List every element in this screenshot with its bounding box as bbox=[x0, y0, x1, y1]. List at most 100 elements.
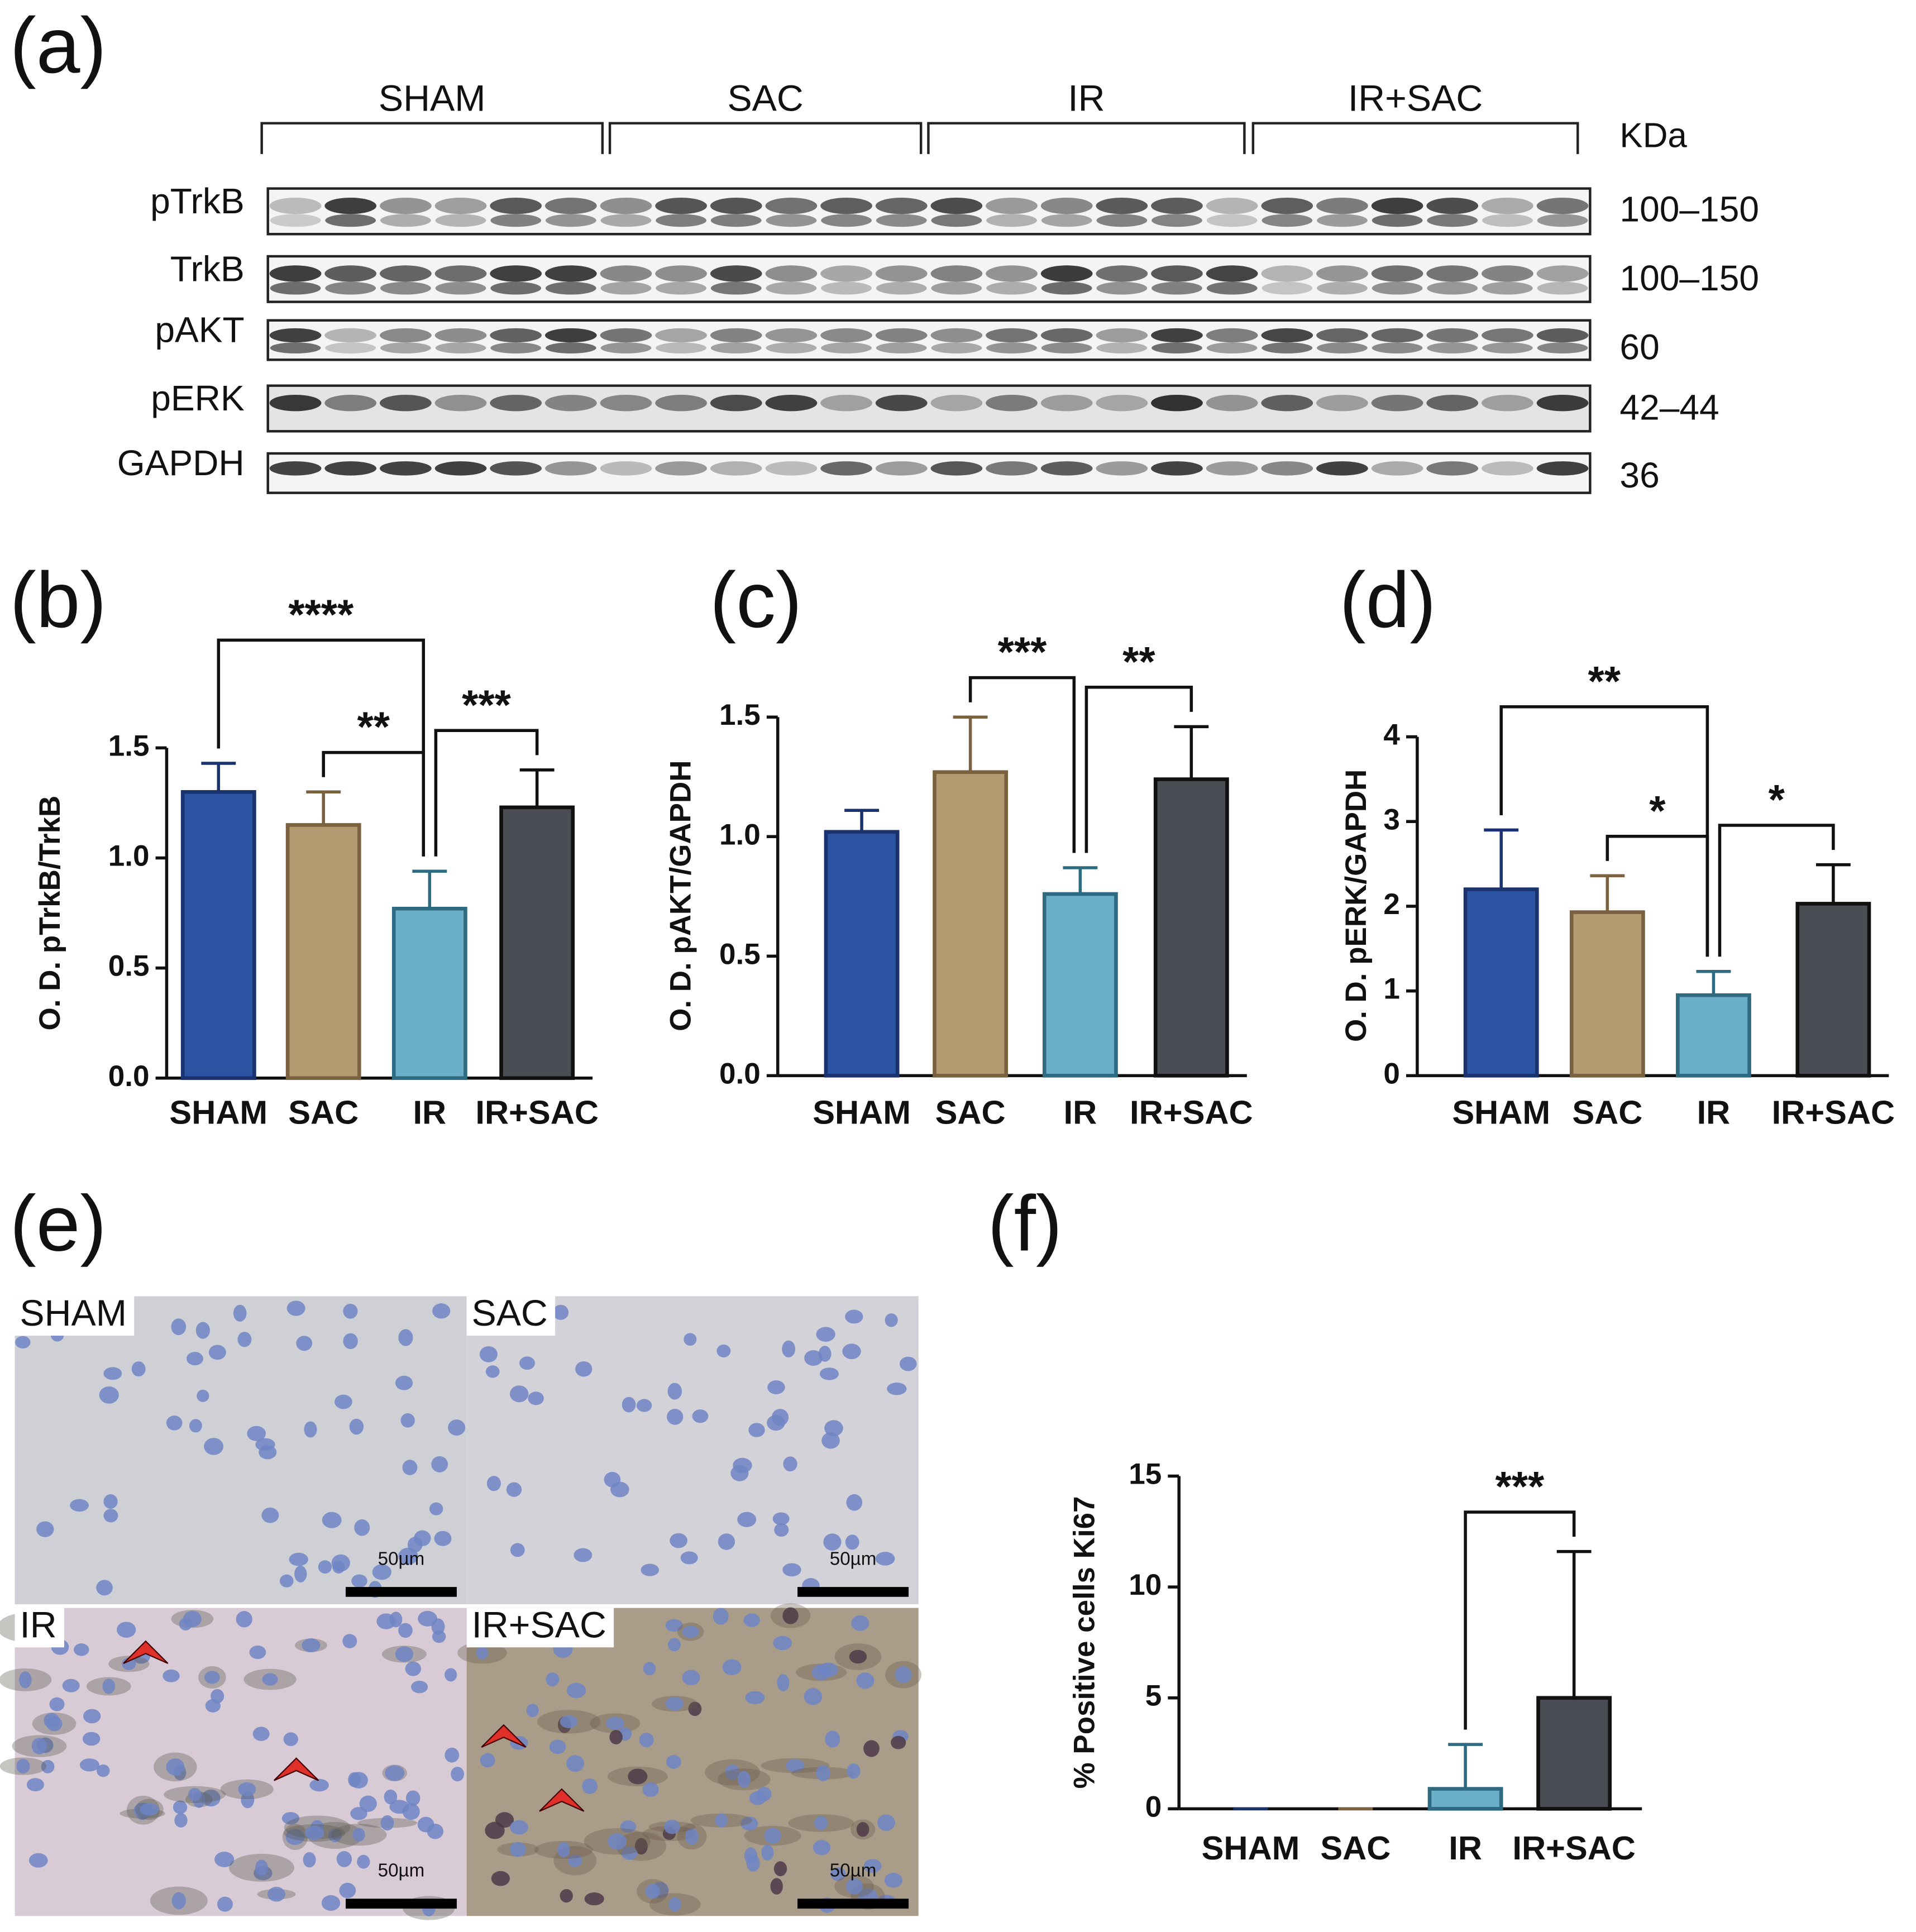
nucleus bbox=[402, 1460, 418, 1475]
significance-label: *** bbox=[462, 681, 512, 728]
blot-band bbox=[765, 328, 818, 343]
blot-band bbox=[544, 395, 597, 412]
blot-band bbox=[1372, 214, 1423, 227]
blot-band bbox=[820, 197, 872, 214]
nucleus bbox=[171, 1892, 186, 1910]
blot-band bbox=[710, 328, 762, 343]
blot-band bbox=[1536, 328, 1589, 343]
significance-bracket bbox=[217, 638, 426, 857]
y-tick-label: 10 bbox=[1129, 1568, 1162, 1601]
blot-band bbox=[820, 395, 872, 412]
error-bar bbox=[844, 809, 880, 832]
nucleus bbox=[509, 1385, 529, 1403]
y-axis-label: O. D. pAKT/GAPDH bbox=[664, 761, 697, 1031]
blot-band bbox=[931, 342, 982, 354]
group-bracket bbox=[608, 122, 923, 154]
blot-band bbox=[1536, 197, 1589, 214]
nucleus bbox=[208, 1345, 226, 1360]
blot-band bbox=[544, 197, 597, 214]
blot-band bbox=[986, 197, 1038, 214]
y-tick-label: 1.5 bbox=[108, 729, 150, 762]
nucleus bbox=[480, 1753, 495, 1768]
nucleus bbox=[405, 1790, 421, 1806]
blot-band bbox=[269, 328, 322, 343]
error-bar bbox=[1063, 866, 1098, 895]
nucleus bbox=[15, 1336, 31, 1348]
blot-band bbox=[876, 281, 927, 295]
nucleus bbox=[359, 1795, 377, 1812]
blot-band bbox=[379, 197, 432, 214]
x-tick-label: SAC bbox=[1572, 1094, 1642, 1131]
nucleus bbox=[641, 1563, 660, 1576]
error-bar bbox=[1448, 1743, 1483, 1789]
blot-band bbox=[1040, 395, 1093, 412]
blot-band bbox=[986, 265, 1038, 282]
blot-band bbox=[544, 328, 597, 343]
nucleus bbox=[262, 1673, 278, 1686]
blot-band bbox=[324, 328, 377, 343]
arrowhead bbox=[273, 1757, 319, 1781]
blot-band bbox=[490, 265, 542, 282]
nucleus bbox=[389, 1611, 403, 1628]
blot-band bbox=[1537, 281, 1588, 295]
bar bbox=[933, 770, 1009, 1078]
blot-band bbox=[1151, 265, 1203, 282]
blot-band bbox=[875, 395, 928, 412]
nucleus bbox=[773, 1635, 792, 1651]
nucleus bbox=[895, 1666, 912, 1684]
blot-band bbox=[1371, 265, 1423, 282]
nucleus bbox=[204, 1438, 224, 1455]
nucleus bbox=[331, 1554, 350, 1572]
error-bar bbox=[1590, 874, 1625, 912]
bar bbox=[1676, 993, 1751, 1078]
blot-band bbox=[435, 281, 486, 295]
protein-label: pTrkB bbox=[150, 181, 245, 221]
nucleus bbox=[237, 1332, 252, 1347]
nucleus bbox=[666, 1754, 681, 1769]
blot-band bbox=[1151, 461, 1203, 476]
blot-band bbox=[600, 328, 652, 343]
nucleus bbox=[279, 1574, 294, 1587]
error-bar bbox=[412, 869, 447, 909]
micrograph bbox=[15, 1296, 467, 1605]
nucleus bbox=[335, 1394, 352, 1409]
nucleus bbox=[813, 1840, 831, 1856]
nucleus bbox=[233, 1304, 247, 1322]
blot-strip bbox=[266, 255, 1592, 303]
nucleus bbox=[384, 1789, 398, 1805]
significance-bracket bbox=[1718, 824, 1835, 957]
blot-band bbox=[710, 214, 762, 227]
nucleus bbox=[41, 1759, 55, 1773]
nucleus bbox=[296, 1336, 313, 1351]
x-tick-label: IR bbox=[1064, 1094, 1097, 1131]
blot-band bbox=[434, 395, 487, 412]
nucleus bbox=[899, 1356, 917, 1371]
blot-band bbox=[710, 197, 762, 214]
blot-band bbox=[325, 342, 376, 354]
x-tick-label: SHAM bbox=[1202, 1829, 1300, 1867]
blot-band bbox=[1206, 342, 1258, 354]
nucleus bbox=[819, 1367, 839, 1380]
nucleus bbox=[528, 1391, 544, 1405]
nucleus bbox=[748, 1423, 765, 1437]
nucleus bbox=[668, 1897, 681, 1912]
nucleus bbox=[140, 1803, 159, 1816]
nucleus bbox=[744, 1847, 758, 1864]
blot-band bbox=[820, 461, 872, 476]
nucleus bbox=[103, 1367, 122, 1380]
blot-band bbox=[1371, 395, 1423, 412]
bar bbox=[499, 805, 575, 1080]
nucleus bbox=[713, 1608, 729, 1625]
significance-bracket bbox=[1499, 705, 1709, 957]
blot-band bbox=[1151, 214, 1202, 227]
blot-band bbox=[766, 281, 817, 295]
blot-band bbox=[875, 197, 928, 214]
nucleus bbox=[639, 1733, 654, 1748]
y-tick-label: 4 bbox=[1383, 719, 1400, 752]
blot-band bbox=[656, 342, 706, 354]
protein-label: GAPDH bbox=[117, 443, 245, 483]
blot-band bbox=[269, 265, 322, 282]
nucleus bbox=[816, 1764, 830, 1782]
blot-band bbox=[1096, 214, 1148, 227]
blot-band bbox=[1261, 395, 1313, 412]
